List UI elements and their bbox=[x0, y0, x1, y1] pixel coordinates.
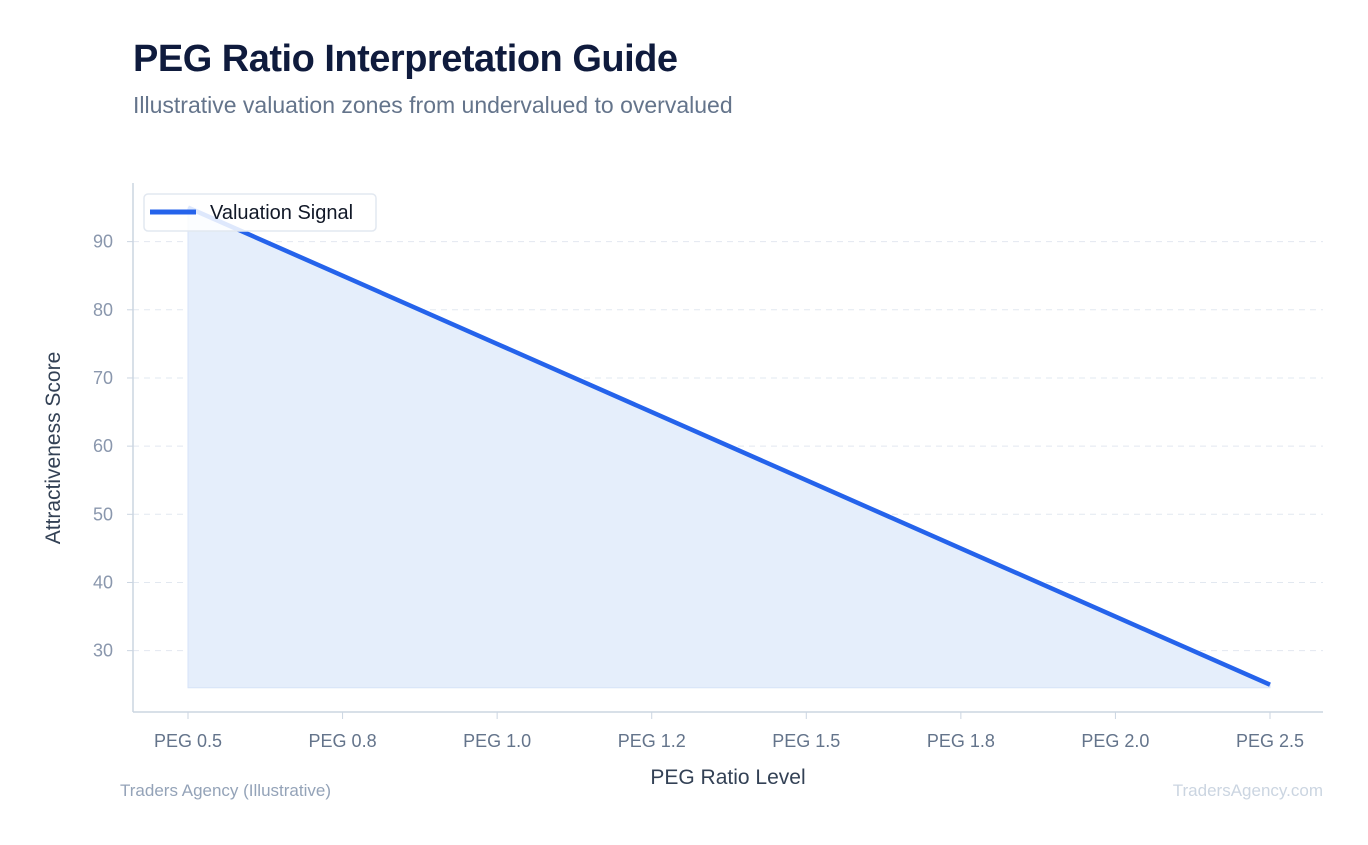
x-tick-label: PEG 1.8 bbox=[927, 731, 995, 751]
legend-box bbox=[143, 193, 377, 232]
chart-title: PEG Ratio Interpretation Guide bbox=[133, 38, 678, 80]
x-tick-label: PEG 2.5 bbox=[1236, 731, 1304, 751]
legend: Valuation Signal bbox=[143, 193, 377, 232]
y-tick-label: 90 bbox=[93, 232, 113, 252]
x-tick-label: PEG 1.2 bbox=[618, 731, 686, 751]
y-tick-label: 30 bbox=[93, 641, 113, 661]
x-axis-label: PEG Ratio Level bbox=[650, 766, 805, 789]
y-tick-label: 40 bbox=[93, 572, 113, 592]
y-tick-label: 80 bbox=[93, 300, 113, 320]
x-tick-label: PEG 1.0 bbox=[463, 731, 531, 751]
footer-source: Traders Agency (Illustrative) bbox=[120, 781, 331, 800]
footer-watermark: TradersAgency.com bbox=[1173, 781, 1323, 800]
x-tick-label: PEG 0.8 bbox=[309, 731, 377, 751]
y-tick-label: 60 bbox=[93, 436, 113, 456]
y-axis-label: Attractiveness Score bbox=[42, 352, 65, 545]
y-tick-label: 70 bbox=[93, 368, 113, 388]
y-tick-label: 50 bbox=[93, 504, 113, 524]
legend-label: Valuation Signal bbox=[210, 202, 353, 224]
chart-subtitle: Illustrative valuation zones from underv… bbox=[133, 92, 733, 118]
x-tick-label: PEG 0.5 bbox=[154, 731, 222, 751]
x-tick-label: PEG 1.5 bbox=[772, 731, 840, 751]
series-line-valuation-signal bbox=[187, 205, 1271, 687]
x-tick-label: PEG 2.0 bbox=[1081, 731, 1149, 751]
